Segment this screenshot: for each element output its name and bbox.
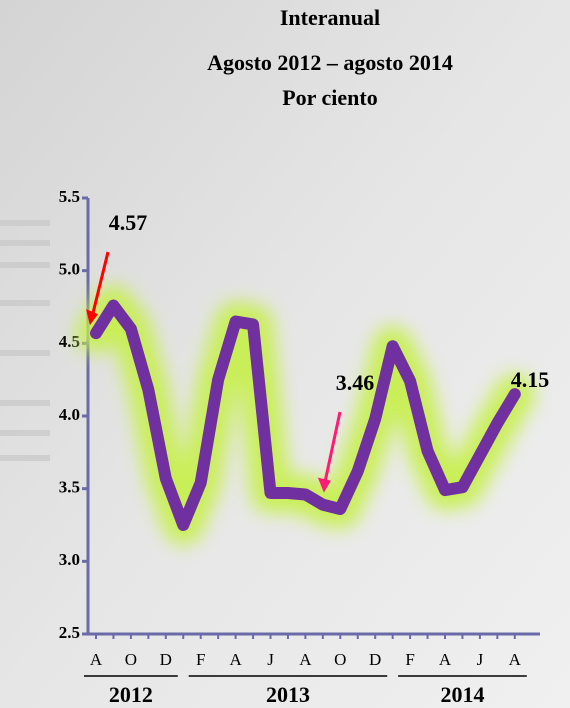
- y-tick-label: 4.5: [59, 332, 80, 351]
- decor-stripes: [0, 220, 50, 461]
- y-tick-label: 3.0: [59, 550, 80, 569]
- x-tick-label: A: [299, 650, 312, 669]
- arrow: [90, 251, 110, 318]
- annotation: 4.15: [511, 367, 550, 392]
- x-tick-label: A: [439, 650, 452, 669]
- x-tick-label: A: [90, 650, 103, 669]
- x-tick-label: A: [509, 650, 522, 669]
- y-tick-label: 3.5: [59, 478, 80, 497]
- chart-title: Interanual: [280, 5, 380, 30]
- y-tick-label: 4.0: [59, 405, 80, 424]
- chart-title: Por ciento: [282, 85, 378, 110]
- y-tick-label: 5.5: [59, 187, 80, 206]
- y-tick-label: 2.5: [59, 623, 80, 642]
- x-tick-label: F: [196, 650, 205, 669]
- annotation: 3.46: [336, 370, 375, 395]
- x-tick-label: O: [125, 650, 137, 669]
- x-tick-label: D: [160, 650, 172, 669]
- x-tick-label: D: [369, 650, 381, 669]
- x-tick-label: F: [405, 650, 414, 669]
- x-tick-label: J: [477, 650, 484, 669]
- annotation: 4.57: [109, 210, 148, 235]
- year-label: 2013: [266, 682, 310, 707]
- line: [90, 299, 521, 531]
- x-tick-label: O: [334, 650, 346, 669]
- chart-title: Agosto 2012 – agosto 2014: [207, 50, 453, 75]
- y-tick-label: 5.0: [59, 260, 80, 279]
- x-tick-label: A: [229, 650, 242, 669]
- year-label: 2012: [109, 682, 153, 707]
- x-tick-label: J: [267, 650, 274, 669]
- arrow-head: [317, 477, 331, 493]
- year-label: 2014: [440, 682, 484, 707]
- arrow: [323, 411, 342, 483]
- arrow-head: [86, 309, 98, 326]
